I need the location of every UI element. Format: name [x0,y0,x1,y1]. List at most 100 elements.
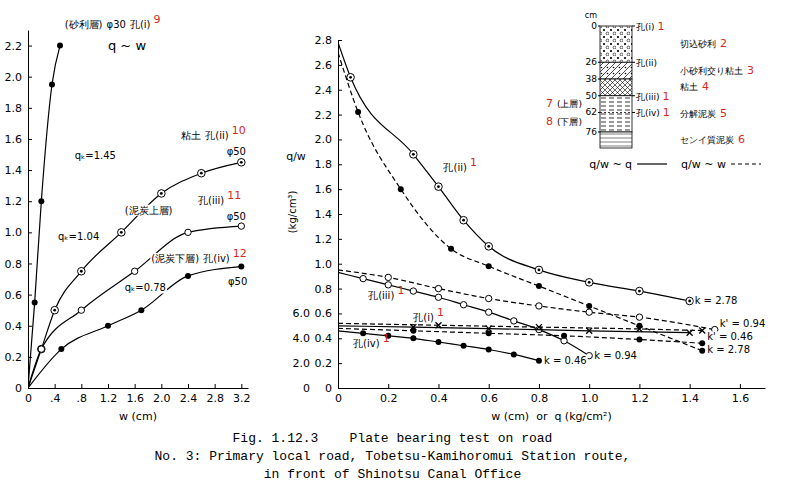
annotation-number: 2 [720,37,727,50]
y-axis-line [28,31,29,389]
data-point [385,282,391,288]
y-axis: 00.20.40.60.81.01.21.41.61.82.02.2 [5,31,33,396]
test-level: 孔(i) [636,22,655,32]
label-patch [367,290,395,301]
x-axis-tick: 2.8 [206,384,224,405]
x-axis-tick: 3.2 [233,384,251,405]
data-point [688,300,691,303]
y-axis-tick: 0 [15,382,32,395]
data-point [460,216,468,224]
y2-axis-line [338,41,339,389]
data-point [57,43,63,49]
y-axis-tick: 2.8 [315,34,343,47]
data-point [410,328,416,334]
y-axis-tick-label: 2.6 [315,59,333,72]
x-axis-tick-mark [161,384,162,388]
label-patch [150,253,200,264]
x-axis-line [29,388,249,389]
series-line [338,272,589,355]
y-axis-tick: 0 [325,382,342,395]
data-point [536,303,542,309]
series-line [338,328,702,343]
caption-line: in front of Shinotsu Canal Office [264,467,521,482]
series-line [338,42,690,301]
y-axis-tick-mark [28,201,32,202]
data-point [636,314,642,320]
series-line [338,270,715,330]
data-point [355,109,361,115]
y-axis-tick-mark [28,46,32,47]
annotation-number: 4 [702,80,709,93]
data-point [535,266,543,274]
label-patch [352,338,381,349]
y-axis-tick: 0.2 [315,357,343,370]
y-axis-tick-mark [28,357,32,358]
x-axis: 0.4.81.21.62.02.42.83.2 [25,384,251,405]
label-patch [180,130,202,141]
data-point [49,81,55,87]
data-point [462,219,465,222]
chart: 00.20.40.60.81.01.21.41.600.20.40.60.81.… [286,34,766,423]
y2-axis: 02.04.06.0 [293,41,339,396]
y-axis-tick-mark [28,232,32,233]
label-patch [74,150,117,161]
label-patch [227,276,248,287]
y-axis-tick-label: 1.4 [315,208,333,221]
series-line [28,46,60,388]
caption-line: Fig. 1.12.3 Plate bearing test on road [233,431,553,446]
x-axis-tick-label: .4 [50,392,61,405]
data-point [636,326,642,332]
y-axis-tick: 1.0 [315,258,343,271]
y-axis-tick: 0.4 [315,332,343,345]
test-depth-mark [632,26,635,27]
y-axis-title: q/w [286,150,306,163]
y2-axis-tick: 2.0 [293,357,339,370]
data-point [58,346,64,352]
data-point [349,76,352,79]
y2-axis-tick: 4.0 [293,332,339,345]
y-axis-tick-label: 1.8 [315,158,333,171]
label-patch [543,355,588,366]
data-point [636,337,642,343]
x-axis-tick-mark [81,384,82,388]
y-axis-tick-label: 2.0 [5,71,23,84]
data-point [437,185,440,188]
end-label: k = 2.78 [695,295,738,306]
x-axis-tick-mark [539,384,540,388]
y-axis-tick: 0.6 [315,307,343,320]
end-label: k = 2.78 [707,344,750,355]
label-patch [442,162,467,173]
y-axis-tick: 2.0 [5,71,33,84]
data-point [138,307,144,313]
curve-label: φ30 [107,19,126,30]
data-point [511,351,517,357]
y-axis-tick-label: 1.6 [5,133,23,146]
y-axis-tick-mark [28,108,32,109]
test-depth-mark [632,95,635,96]
legend-label: q/w ~ q [589,158,632,171]
texts: w (cm) or q (kg/cm²)q/w(kg/cm³)孔(ii)1k =… [286,150,766,423]
y-axis-tick-mark [28,263,32,264]
figure: 0.4.81.21.62.02.42.83.200.20.40.60.81.01… [0,0,785,497]
label-patch [412,312,435,323]
legend-line [731,163,761,164]
curve-label: 粘土 [181,130,201,141]
data-point [240,161,243,164]
x-axis-tick-mark [438,384,439,388]
annotation-number: 1 [470,156,477,169]
soil-column: 切込砂利2小砂利交り粘土3粘土4分解泥炭5(上層)7(下層)8センイ質泥炭6cm… [546,11,754,148]
data-point [586,303,592,309]
y-axis-tick-label: 2.2 [5,40,23,53]
sublayer-name: (下層) [557,117,582,127]
y-axis-tick: 1.4 [5,164,33,177]
layer-name: 小砂利交り粘土 [680,66,743,76]
y-axis-tick: 1.2 [5,195,33,208]
depth-label: 62 [586,107,597,117]
curve-label: qₖ=0.78 [125,282,166,293]
y-axis-line [338,41,339,389]
soil-layer [600,96,632,132]
data-point [238,159,246,167]
x-axis-tick-label: 2.4 [180,392,198,405]
y-axis-tick-label: 2.2 [315,109,333,122]
x-axis-tick: 1.2 [100,384,118,405]
